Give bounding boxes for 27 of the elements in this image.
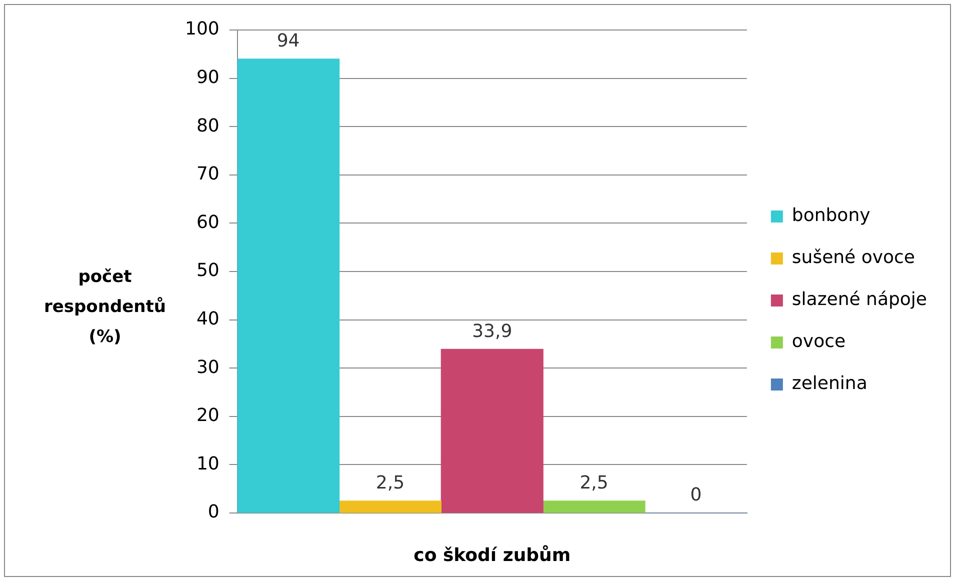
y-tick-label: 40: [196, 308, 220, 330]
y-tick-label: 50: [196, 260, 220, 282]
data-label: 2,5: [580, 472, 608, 494]
bar: [440, 348, 544, 513]
y-tick-label: 90: [196, 66, 220, 88]
legend-label: slazené nápoje: [792, 289, 928, 310]
y-tick-label: 10: [196, 453, 220, 474]
y-axis-title: počet respondentů (%): [42, 266, 167, 349]
y-tick-label: 30: [196, 356, 220, 378]
y-tick-label: 60: [196, 212, 220, 233]
y-tick-label: 20: [196, 405, 220, 426]
bar: [542, 500, 646, 513]
y-tick-label: 0: [208, 502, 220, 523]
x-axis-title: co škodí zubům: [414, 544, 571, 566]
bar: [338, 500, 442, 513]
data-label: 0: [690, 484, 702, 506]
y-tick-label: 100: [184, 18, 220, 40]
data-label: 2,5: [376, 472, 405, 494]
legend-label: zelenina: [792, 373, 868, 394]
legend-label: bonbony: [792, 205, 871, 226]
legend-label: sušené ovoce: [792, 247, 916, 268]
legend-label: ovoce: [792, 331, 846, 352]
bar: [237, 58, 340, 513]
y-tick-label: 80: [196, 115, 220, 136]
data-label: 33,9: [472, 320, 512, 342]
data-label: 94: [276, 30, 300, 52]
y-tick-label: 70: [196, 164, 220, 185]
